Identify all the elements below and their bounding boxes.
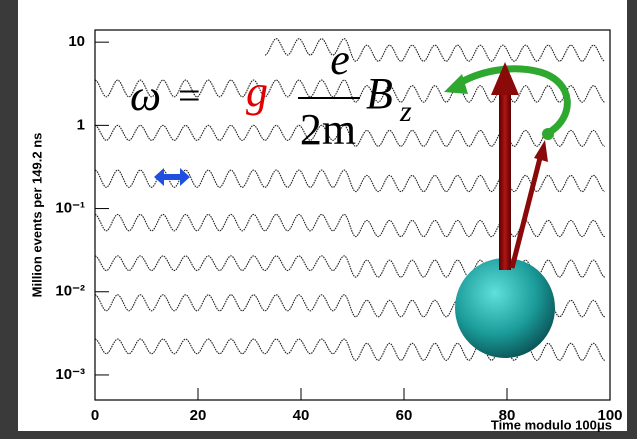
x-tick-label: 20 (190, 407, 207, 424)
y-tick-label: 1 (77, 116, 85, 133)
formula-field: B (366, 69, 393, 118)
x-tick-label: 40 (293, 407, 310, 424)
formula-equals: = (178, 73, 201, 118)
formula-denominator: 2m (300, 105, 356, 154)
y-tick-label: 10⁻¹ (55, 200, 85, 217)
formula-g: g (246, 67, 268, 116)
x-axis-label: Time modulo 100μs (491, 417, 612, 432)
y-tick-label: 10 (68, 33, 85, 50)
double-arrow (154, 168, 190, 186)
x-tick-label: 80 (499, 407, 516, 424)
wiggle-line (95, 79, 606, 103)
wiggle-line (95, 338, 606, 361)
wiggle-line (95, 124, 606, 147)
wiggle-line (95, 213, 606, 238)
formula-numerator: e (330, 35, 350, 84)
muon-illustration (444, 62, 571, 358)
frame (94, 29, 611, 401)
formula-omega: ω (130, 71, 161, 120)
plot-area (95, 38, 606, 361)
wiggle-line (95, 294, 606, 318)
wiggle-line (95, 255, 606, 278)
y-tick-label: 10⁻³ (55, 366, 85, 383)
y-axis-label: Million events per 149.2 ns (29, 133, 44, 298)
y-tick-label: 10⁻² (55, 283, 85, 300)
panel (18, 0, 627, 431)
wiggle-line (264, 38, 606, 62)
formula-subscript: z (399, 95, 412, 128)
x-tick-label: 60 (396, 407, 413, 424)
x-tick-label: 100 (597, 407, 622, 424)
x-tick-label: 0 (91, 407, 99, 424)
